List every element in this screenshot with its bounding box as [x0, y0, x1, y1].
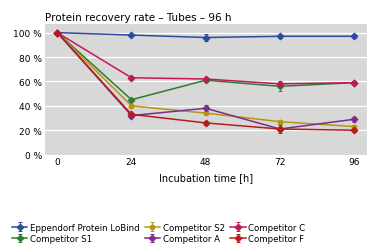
X-axis label: Incubation time [h]: Incubation time [h] — [159, 172, 253, 182]
Text: Protein recovery rate – Tubes – 96 h: Protein recovery rate – Tubes – 96 h — [45, 13, 232, 23]
Legend: Eppendorf Protein LoBind, Competitor S1, Competitor S2, Competitor A, Competitor: Eppendorf Protein LoBind, Competitor S1,… — [12, 223, 305, 243]
